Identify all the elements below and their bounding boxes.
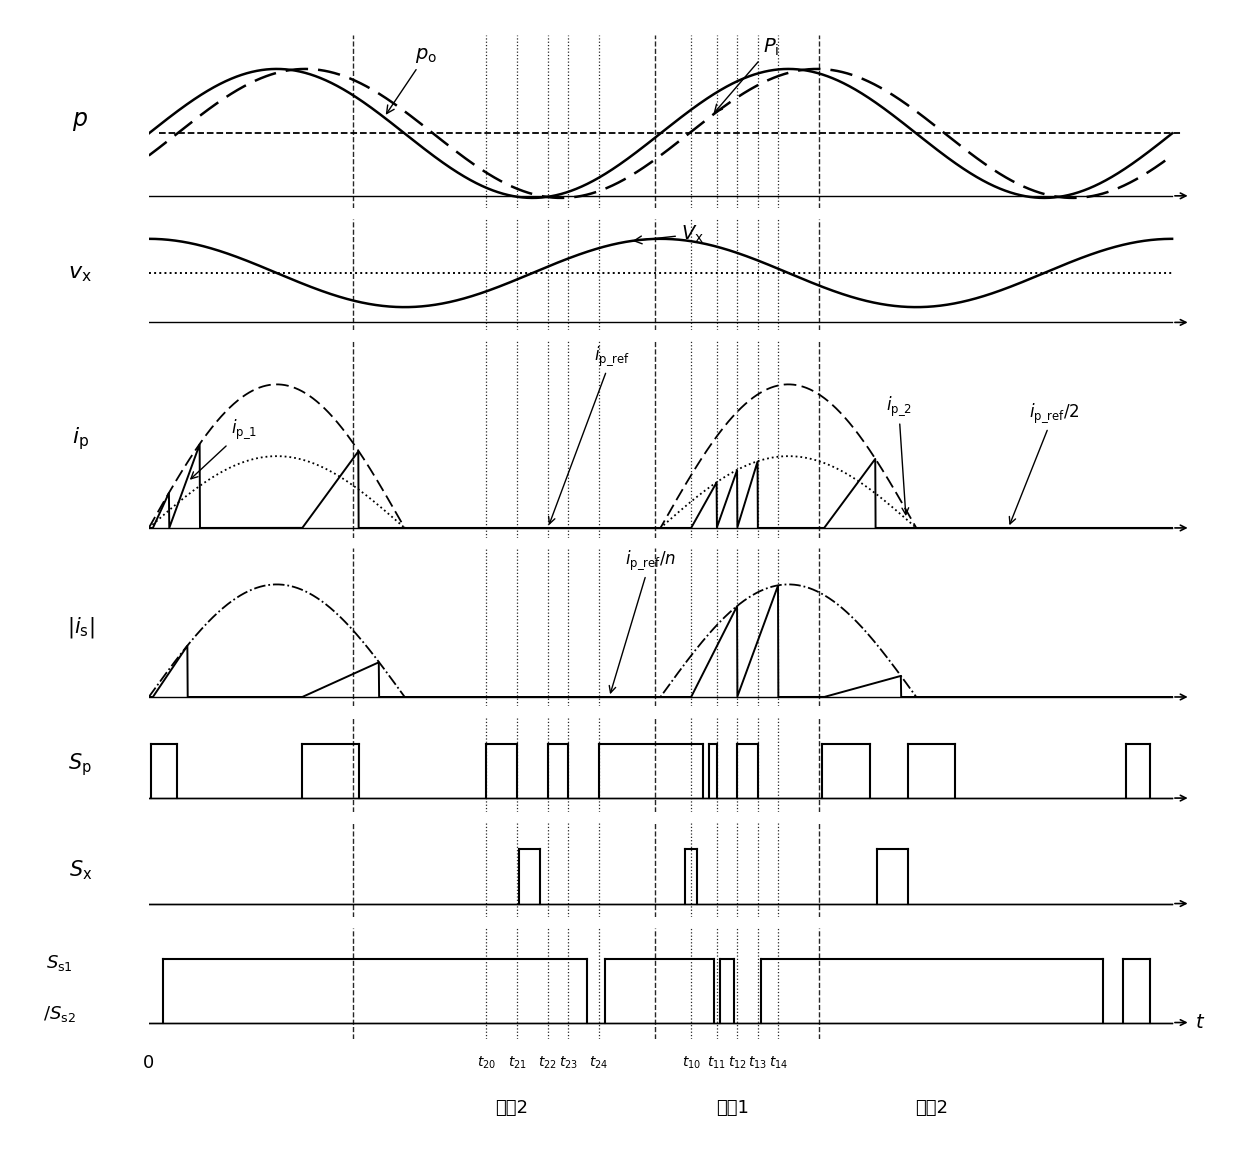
Text: 模式1: 模式1	[715, 1099, 749, 1117]
Text: $i_{\rm p\_2}$: $i_{\rm p\_2}$	[885, 395, 911, 515]
Text: $t_{14}$: $t_{14}$	[769, 1055, 787, 1071]
Text: $i_{\rm p\_ref}/2$: $i_{\rm p\_ref}/2$	[1009, 402, 1079, 524]
Text: $t_{12}$: $t_{12}$	[728, 1055, 746, 1071]
Text: 0: 0	[143, 1054, 155, 1072]
Text: $p_{\rm o}$: $p_{\rm o}$	[387, 45, 436, 113]
Text: $|i_{\rm s}|$: $|i_{\rm s}|$	[67, 615, 94, 640]
Text: $t_{21}$: $t_{21}$	[507, 1055, 527, 1071]
Text: $i_{\rm p\_1}$: $i_{\rm p\_1}$	[191, 418, 257, 479]
Text: 模式2: 模式2	[915, 1099, 949, 1117]
Text: $i_{\rm p\_ref}/n$: $i_{\rm p\_ref}/n$	[609, 548, 676, 692]
Text: $v_{\rm x}$: $v_{\rm x}$	[68, 264, 92, 284]
Text: $/S_{\rm s2}$: $/S_{\rm s2}$	[43, 1004, 76, 1025]
Text: $t_{22}$: $t_{22}$	[538, 1055, 557, 1071]
Text: $S_{\rm s1}$: $S_{\rm s1}$	[46, 953, 73, 974]
Text: $t_{20}$: $t_{20}$	[477, 1055, 496, 1071]
Text: $i_{\rm p\_ref}$: $i_{\rm p\_ref}$	[548, 344, 630, 524]
Text: $t_{10}$: $t_{10}$	[682, 1055, 701, 1071]
Text: $t_{13}$: $t_{13}$	[748, 1055, 768, 1071]
Text: $t$: $t$	[1194, 1013, 1205, 1032]
Text: $p$: $p$	[72, 110, 88, 134]
Text: $t_{11}$: $t_{11}$	[707, 1055, 727, 1071]
Text: $S_{\rm x}$: $S_{\rm x}$	[68, 859, 92, 882]
Text: $i_{\rm p}$: $i_{\rm p}$	[72, 426, 89, 452]
Text: $V_{\rm x}$: $V_{\rm x}$	[634, 224, 704, 245]
Text: $t_{24}$: $t_{24}$	[589, 1055, 609, 1071]
Text: $t_{23}$: $t_{23}$	[559, 1055, 578, 1071]
Text: $P_{\rm i}$: $P_{\rm i}$	[714, 36, 779, 113]
Text: 模式2: 模式2	[496, 1099, 528, 1117]
Text: $S_{\rm p}$: $S_{\rm p}$	[68, 751, 92, 778]
